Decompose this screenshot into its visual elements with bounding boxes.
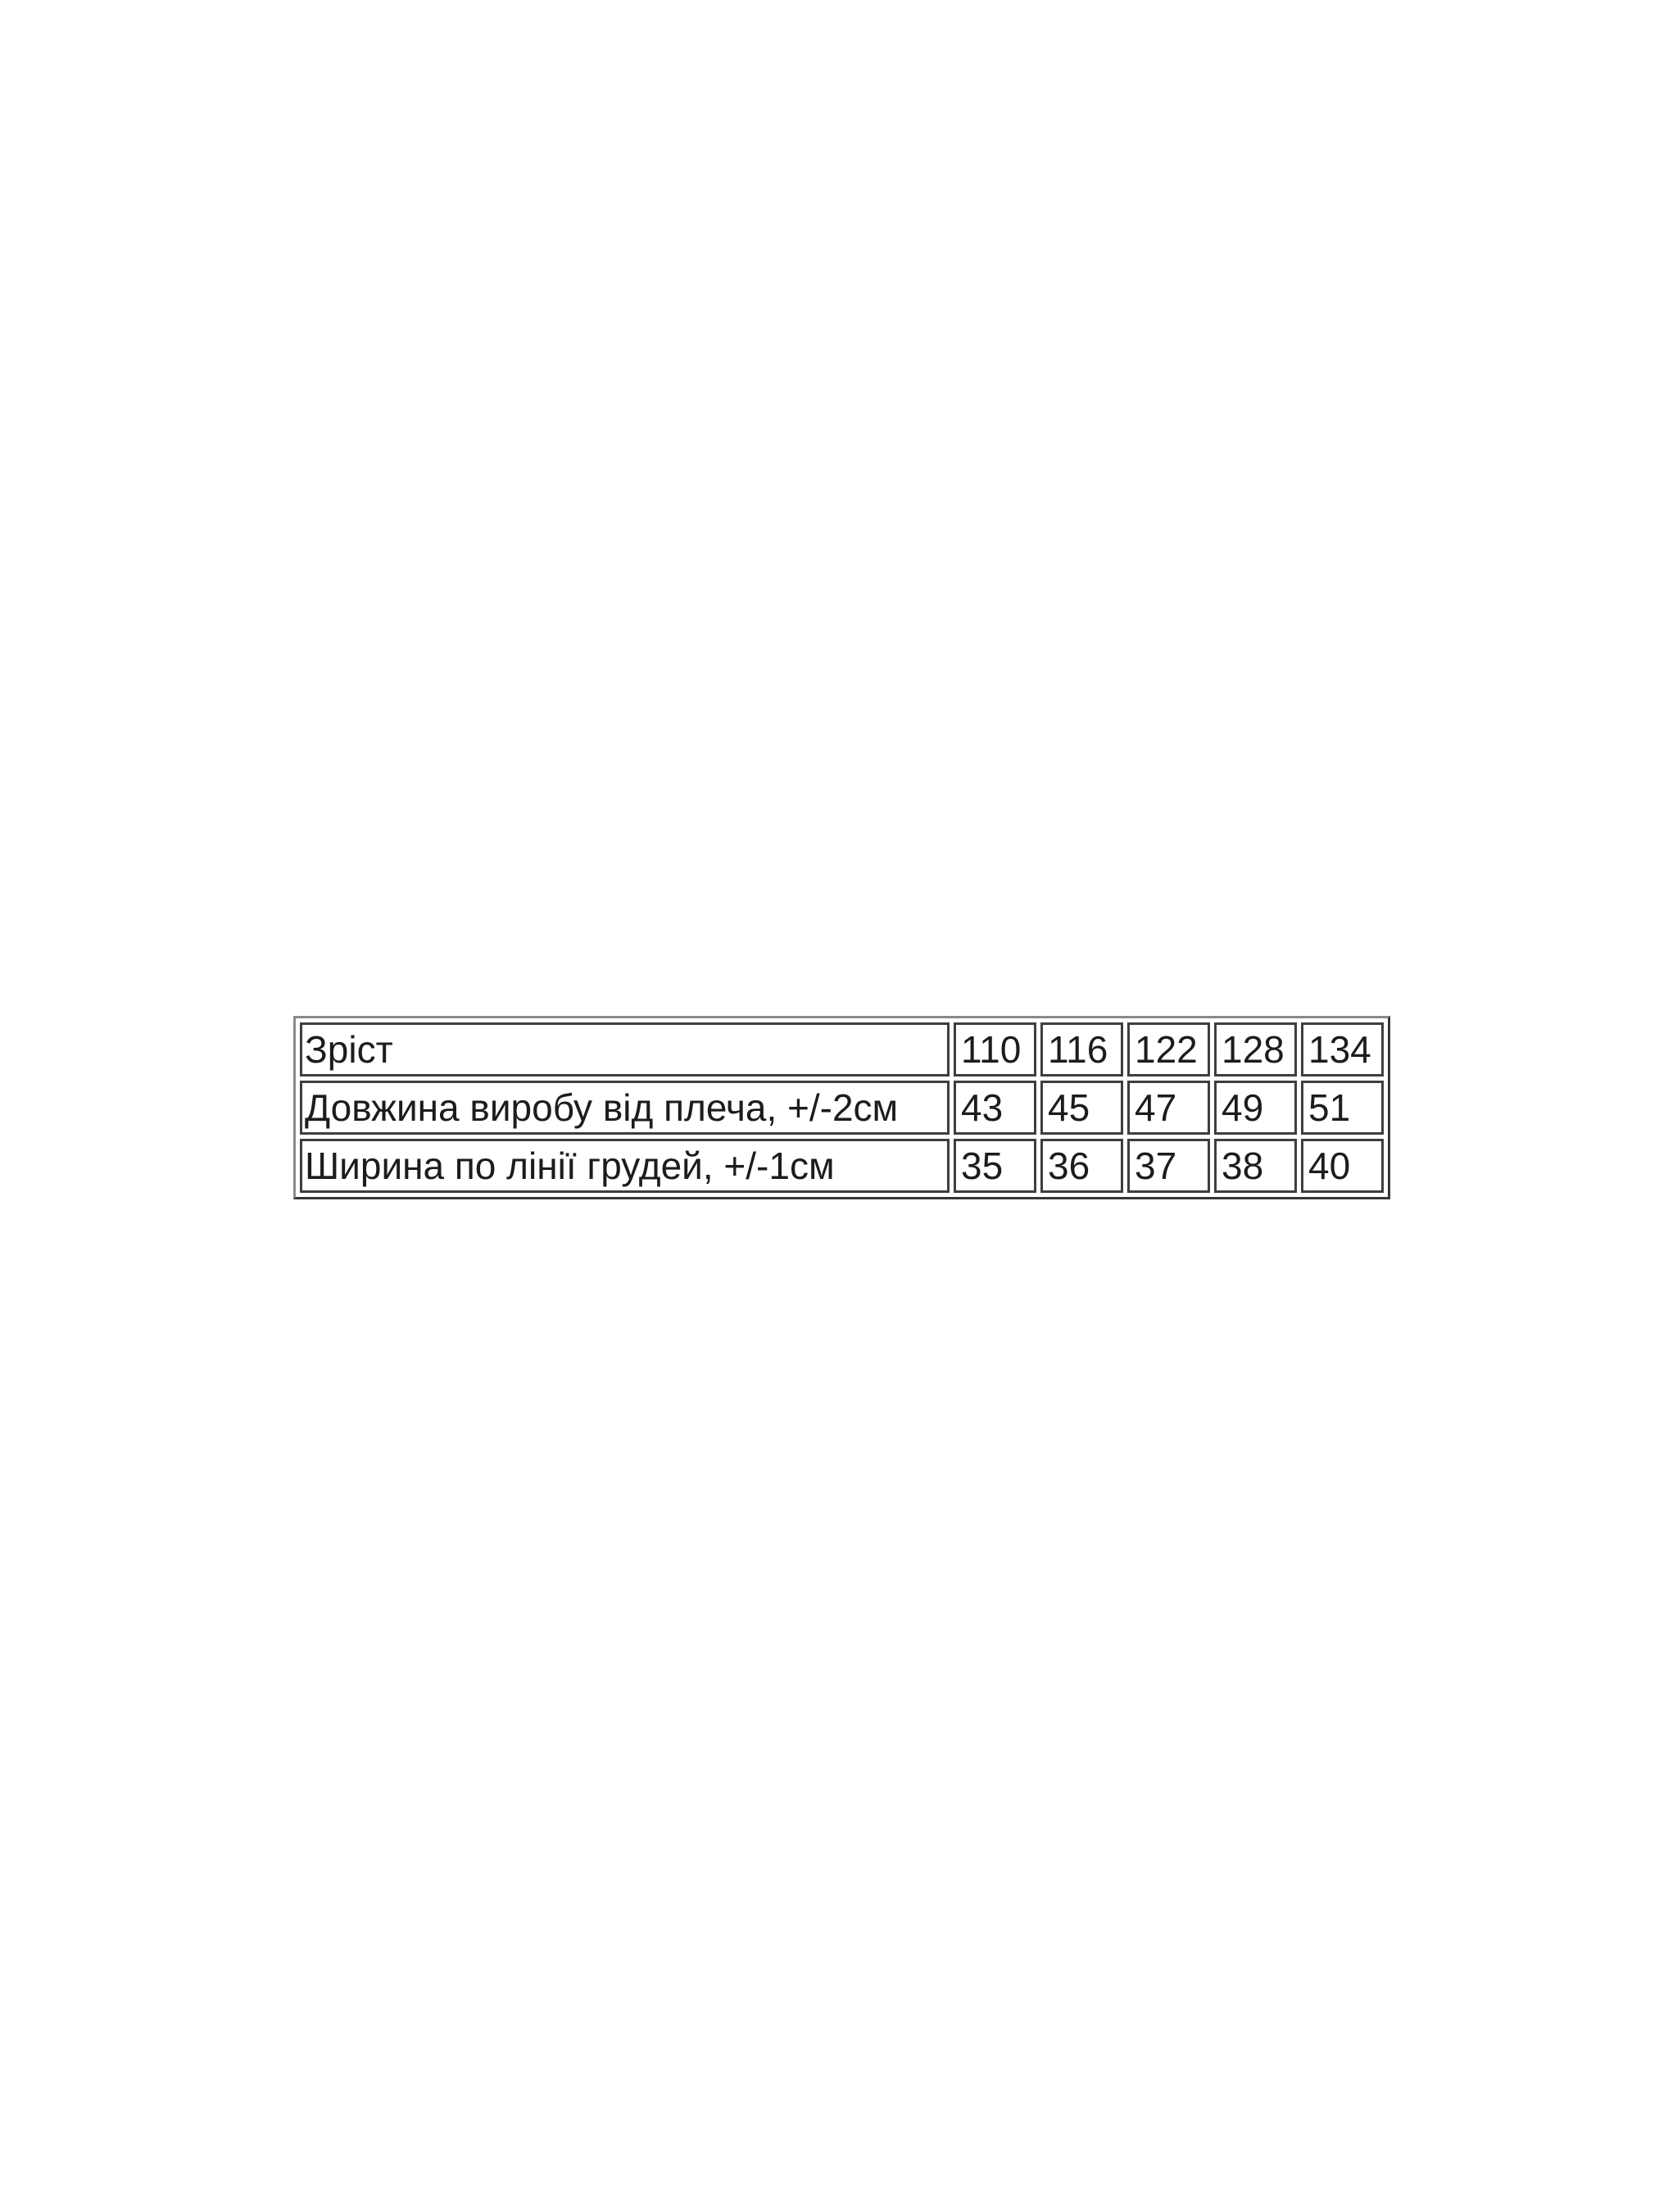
length-value-cell: 45 xyxy=(1040,1081,1123,1135)
size-value-cell: 128 xyxy=(1214,1022,1297,1077)
size-value-cell: 116 xyxy=(1040,1022,1123,1077)
length-value-cell: 51 xyxy=(1301,1081,1384,1135)
length-value-cell: 43 xyxy=(954,1081,1036,1135)
row-label-cell: Довжина виробу від плеча, +/-2см xyxy=(300,1081,950,1135)
size-chart-table: Зріст 110 116 122 128 134 Довжина виробу… xyxy=(293,1016,1390,1199)
row-label-cell: Ширина по лінії грудей, +/-1см xyxy=(300,1139,950,1193)
size-value-cell: 110 xyxy=(954,1022,1036,1077)
width-value-cell: 37 xyxy=(1127,1139,1210,1193)
length-value-cell: 49 xyxy=(1214,1081,1297,1135)
row-label-cell: Зріст xyxy=(300,1022,950,1077)
size-value-cell: 134 xyxy=(1301,1022,1384,1077)
table-row-length: Довжина виробу від плеча, +/-2см 43 45 4… xyxy=(300,1081,1384,1135)
width-value-cell: 38 xyxy=(1214,1139,1297,1193)
size-value-cell: 122 xyxy=(1127,1022,1210,1077)
table-row-height: Зріст 110 116 122 128 134 xyxy=(300,1022,1384,1077)
length-value-cell: 47 xyxy=(1127,1081,1210,1135)
width-value-cell: 40 xyxy=(1301,1139,1384,1193)
table-row-width: Ширина по лінії грудей, +/-1см 35 36 37 … xyxy=(300,1139,1384,1193)
width-value-cell: 35 xyxy=(954,1139,1036,1193)
width-value-cell: 36 xyxy=(1040,1139,1123,1193)
